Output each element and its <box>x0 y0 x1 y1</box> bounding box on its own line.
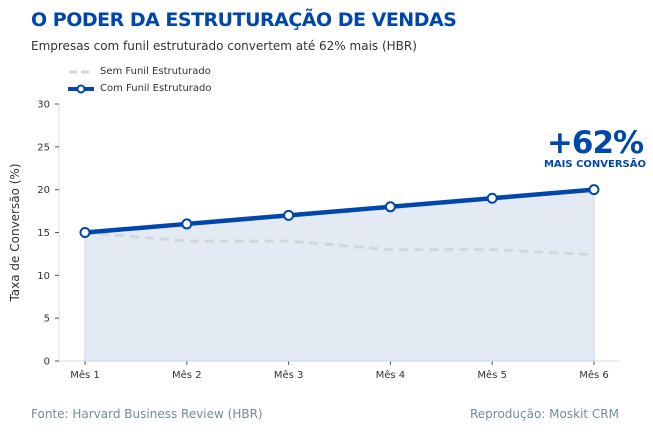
annotation-value: +62% <box>546 125 644 161</box>
chart-subtitle: Empresas com funil estruturado convertem… <box>31 39 417 53</box>
data-point-com-funil <box>486 192 498 204</box>
series-line-sem-funil <box>84 231 595 257</box>
data-point-com-funil <box>181 218 193 230</box>
legend-item-com-funil: Com Funil Estruturado <box>68 83 212 94</box>
y-tick-label: 30 <box>37 100 50 111</box>
x-tick-label: Mês 1 <box>70 369 100 381</box>
data-point-com-funil <box>79 227 91 238</box>
x-tick-label: Mês 5 <box>477 369 507 381</box>
y-tick-label: 25 <box>37 142 50 153</box>
legend-line-marker-icon <box>68 84 94 93</box>
x-tick-label: Mês 2 <box>172 369 202 381</box>
chart-title: O PODER DA ESTRUTURAÇÃO DE VENDAS <box>31 9 457 31</box>
source-note: Fonte: Harvard Business Review (HBR) <box>31 407 263 421</box>
legend-dash-icon <box>69 70 93 73</box>
legend-item-sem-funil: Sem Funil Estruturado <box>68 66 211 77</box>
y-tick-label: 5 <box>44 314 50 325</box>
legend-label: Sem Funil Estruturado <box>100 66 211 77</box>
legend-label: Com Funil Estruturado <box>100 83 212 94</box>
y-tick-label: 10 <box>37 271 50 282</box>
x-tick-label: Mês 3 <box>274 369 304 381</box>
annotation-label: MAIS CONVERSÃO <box>543 159 647 170</box>
y-tick-label: 0 <box>44 357 50 368</box>
x-tick-label: Mês 4 <box>376 369 406 381</box>
y-tick-label: 15 <box>37 228 50 239</box>
data-point-com-funil <box>384 201 396 213</box>
y-axis-label: Taxa de Conversão (%) <box>8 163 22 302</box>
x-tick-label: Mês 6 <box>579 369 609 381</box>
credit-note: Reprodução: Moskit CRM <box>469 407 619 421</box>
y-tick-label: 20 <box>37 185 50 196</box>
data-point-com-funil <box>588 184 600 196</box>
data-point-com-funil <box>283 209 295 221</box>
area-fill-com-funil <box>84 189 595 362</box>
series-line-com-funil <box>84 187 595 235</box>
